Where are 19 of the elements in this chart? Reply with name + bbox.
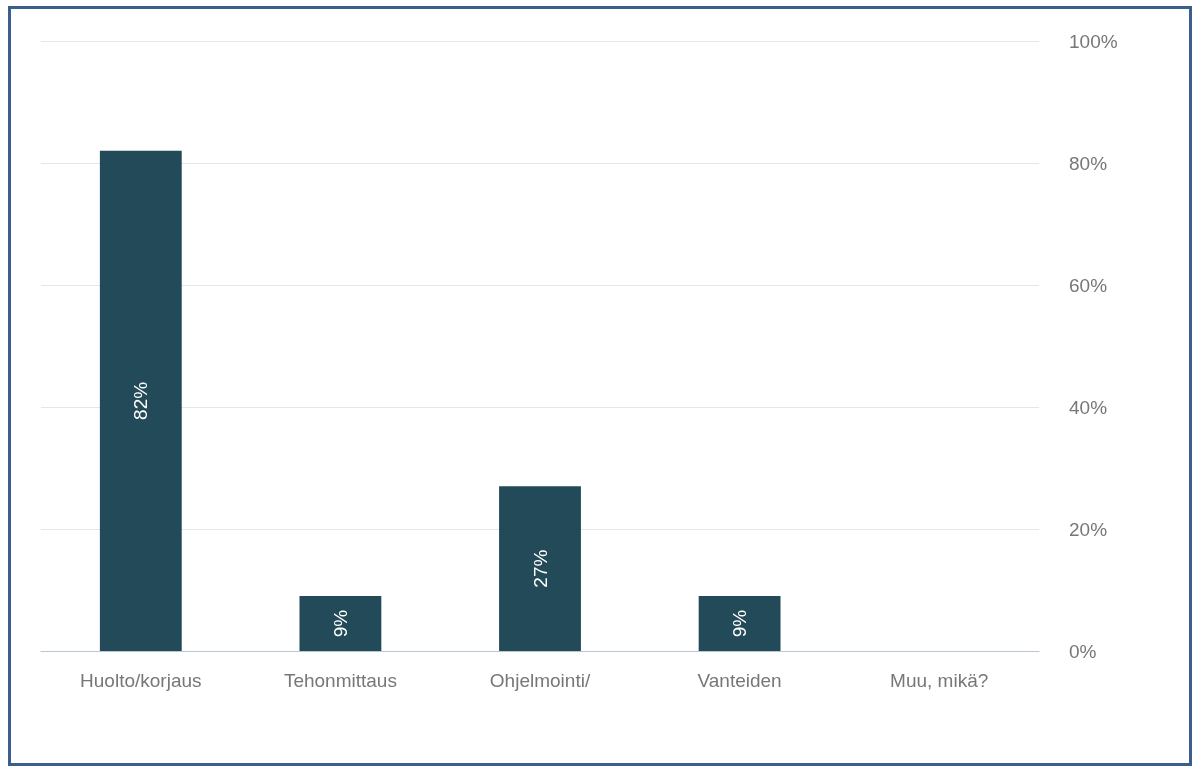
y-tick-label: 40% bbox=[1069, 396, 1108, 418]
bar bbox=[698, 596, 781, 651]
y-tick-label: 20% bbox=[1069, 518, 1108, 540]
data-label: 27% bbox=[529, 549, 551, 588]
x-tick-label: Huolto/korjaus bbox=[80, 670, 202, 691]
x-tick-label: Muu, mikä? bbox=[890, 670, 989, 691]
x-tick-label: Tehonmittaus bbox=[283, 670, 397, 691]
y-tick-label: 80% bbox=[1069, 152, 1108, 174]
y-tick-label: 60% bbox=[1069, 274, 1108, 296]
x-tick-label: Vanteiden bbox=[697, 670, 782, 691]
bar bbox=[499, 486, 581, 651]
bar bbox=[99, 150, 182, 651]
y-tick-label: 0% bbox=[1069, 640, 1097, 662]
y-tick-label: 100% bbox=[1069, 30, 1118, 52]
bar bbox=[299, 596, 382, 651]
x-tick-label: Ohjelmointi/ bbox=[489, 670, 591, 691]
data-label: 82% bbox=[130, 381, 152, 420]
data-label: 9% bbox=[329, 609, 351, 638]
data-label: 9% bbox=[729, 609, 751, 638]
